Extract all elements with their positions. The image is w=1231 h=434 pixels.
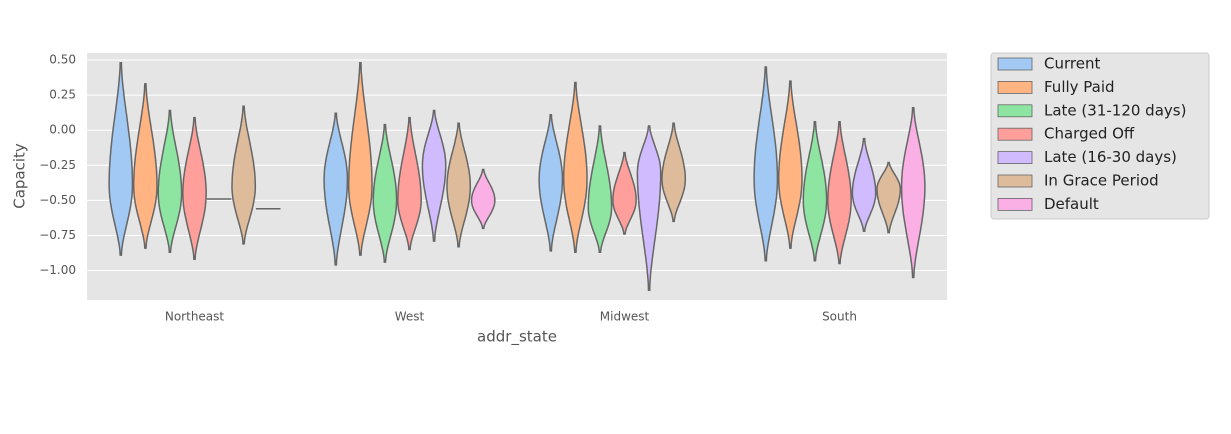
violin (562, 81, 588, 254)
violin (182, 116, 207, 261)
violin (753, 66, 779, 262)
violin (470, 168, 496, 230)
violin (421, 109, 447, 242)
violin (231, 105, 257, 245)
legend-swatch (997, 104, 1033, 118)
x-tick-label: Midwest (600, 310, 650, 324)
legend-swatch (997, 174, 1033, 188)
violin (108, 62, 134, 256)
violin (587, 125, 613, 254)
y-tick-label: −0.75 (39, 228, 76, 242)
violin (876, 161, 902, 234)
legend-label: Current (1044, 55, 1100, 73)
violin (612, 151, 637, 235)
legend-label: Late (16-30 days) (1044, 148, 1177, 166)
legend-swatch (997, 81, 1033, 94)
legend-label: Default (1044, 195, 1099, 213)
violin (538, 114, 564, 252)
legend-swatch (997, 57, 1033, 71)
violin (132, 83, 158, 249)
violin (157, 109, 183, 254)
violin (636, 125, 662, 291)
y-axis-label: Capacity (11, 143, 29, 209)
legend-label: Fully Paid (1044, 78, 1115, 96)
legend-swatch (997, 197, 1033, 211)
legend-label: Charged Off (1044, 125, 1135, 143)
violin (851, 137, 877, 232)
violin (827, 121, 852, 265)
x-tick-label: West (395, 310, 425, 324)
y-tick-label: 0.50 (49, 53, 76, 67)
x-tick-label: Northeast (165, 310, 225, 324)
violin (446, 122, 472, 248)
x-axis-label: addr_state (477, 328, 557, 347)
violin (397, 116, 422, 251)
legend-label: Late (31-120 days) (1044, 101, 1186, 119)
y-tick-label: 0.00 (49, 123, 76, 137)
x-tick-label: South (822, 310, 857, 324)
plot-area (87, 53, 947, 300)
y-tick-label: −1.00 (39, 263, 76, 277)
legend-swatch (997, 127, 1033, 141)
violin (347, 62, 373, 256)
legend-label: In Grace Period (1044, 172, 1159, 190)
violin (802, 121, 828, 262)
violin (372, 123, 398, 263)
violin (661, 122, 687, 223)
y-tick-label: −0.50 (39, 193, 76, 207)
legend (990, 52, 1210, 220)
legend-swatch (997, 151, 1033, 165)
violin (900, 106, 926, 279)
violin (777, 80, 803, 249)
y-tick-label: −0.25 (39, 158, 76, 172)
violin (323, 112, 349, 266)
y-tick-label: 0.25 (49, 88, 76, 102)
